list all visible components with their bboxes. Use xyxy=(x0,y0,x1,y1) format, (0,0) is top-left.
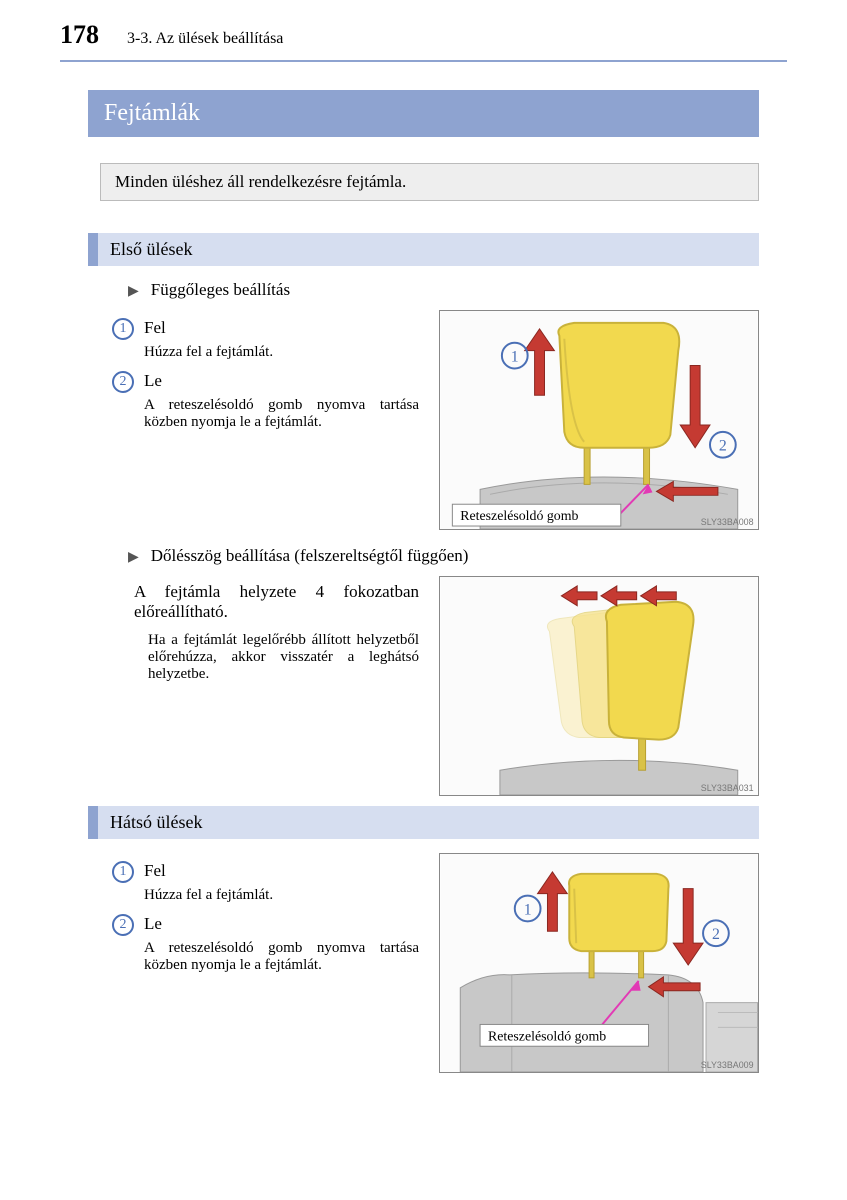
callout-text: Reteszelésoldó gomb xyxy=(488,1029,606,1044)
bullet-vertical: ▶ Függőleges beállítás xyxy=(128,280,759,300)
step-desc: A reteszelésoldó gomb nyomva tartása köz… xyxy=(144,940,419,974)
page-number: 178 xyxy=(60,20,99,50)
bullet-tilt: ▶ Dőlésszög beállítása (felszereltségtől… xyxy=(128,546,759,566)
section-heading-rear-seats: Hátsó ülések xyxy=(88,806,759,839)
section2-content: 1 Fel Húzza fel a fejtámlát. 2 Le A rete… xyxy=(88,853,759,1083)
step-2: 2 Le xyxy=(112,914,419,936)
image-code: SLY33BA009 xyxy=(701,1060,754,1070)
illustration-rear: 1 2 Reteszelésoldó gomb SLY33BA009 xyxy=(439,853,759,1073)
manual-page: 178 3-3. Az ülések beállítása Fejtámlák … xyxy=(0,0,847,1123)
block-rear: 1 Fel Húzza fel a fejtámlát. 2 Le A rete… xyxy=(112,853,759,1083)
step-1: 1 Fel xyxy=(112,318,419,340)
step-label: Le xyxy=(144,371,419,393)
body-text: A fejtámla helyzete 4 fokozatban előreál… xyxy=(134,582,419,622)
step-label: Fel xyxy=(144,318,419,340)
svg-text:1: 1 xyxy=(524,901,532,918)
text-column: A fejtámla helyzete 4 fokozatban előreál… xyxy=(112,576,419,693)
step-1: 1 Fel xyxy=(112,861,419,883)
intro-box: Minden üléshez áll rendelkezésre fejtáml… xyxy=(100,163,759,201)
step-number-icon: 1 xyxy=(112,318,134,340)
svg-text:2: 2 xyxy=(712,926,720,943)
bullet-text: Függőleges beállítás xyxy=(151,280,290,300)
step-2: 2 Le xyxy=(112,371,419,393)
page-header: 178 3-3. Az ülések beállítása xyxy=(60,20,787,56)
title-bar: Fejtámlák xyxy=(88,90,759,137)
step-label: Fel xyxy=(144,861,419,883)
step-desc: Húzza fel a fejtámlát. xyxy=(144,887,419,904)
bullet-marker-icon: ▶ xyxy=(128,549,139,566)
text-column: 1 Fel Húzza fel a fejtámlát. 2 Le A rete… xyxy=(112,310,419,441)
section-heading-front-seats: Első ülések xyxy=(88,233,759,266)
block-tilt: A fejtámla helyzete 4 fokozatban előreál… xyxy=(112,576,759,806)
step-label: Le xyxy=(144,914,419,936)
image-code: SLY33BA008 xyxy=(701,517,754,527)
step-number-icon: 1 xyxy=(112,861,134,883)
svg-text:1: 1 xyxy=(511,349,519,366)
illustration-column: 1 2 Reteszelésoldó gomb SLY33BA009 xyxy=(439,853,759,1083)
section1-content: ▶ Függőleges beállítás 1 Fel Húzza fel a… xyxy=(88,280,759,806)
step-desc: Húzza fel a fejtámlát. xyxy=(144,344,419,361)
step-desc: A reteszelésoldó gomb nyomva tartása köz… xyxy=(144,397,419,431)
image-code: SLY33BA031 xyxy=(701,783,754,793)
illustration-column: 1 2 Reteszelésoldó gomb SLY33BA008 xyxy=(439,310,759,540)
step-number-icon: 2 xyxy=(112,371,134,393)
illustration-front-tilt: SLY33BA031 xyxy=(439,576,759,796)
step-number-icon: 2 xyxy=(112,914,134,936)
block-vertical: 1 Fel Húzza fel a fejtámlát. 2 Le A rete… xyxy=(112,310,759,540)
bullet-marker-icon: ▶ xyxy=(128,283,139,300)
sub-desc: Ha a fejtámlát legelőrébb állított helyz… xyxy=(148,632,419,683)
bullet-text: Dőlésszög beállítása (felszereltségtől f… xyxy=(151,546,469,566)
chapter-label: 3-3. Az ülések beállítása xyxy=(127,30,283,48)
callout-text: Reteszelésoldó gomb xyxy=(460,509,578,524)
text-column: 1 Fel Húzza fel a fejtámlát. 2 Le A rete… xyxy=(112,853,419,984)
illustration-front-vertical: 1 2 Reteszelésoldó gomb SLY33BA008 xyxy=(439,310,759,530)
illustration-column: SLY33BA031 xyxy=(439,576,759,806)
svg-text:2: 2 xyxy=(719,438,727,455)
header-rule xyxy=(60,60,787,62)
